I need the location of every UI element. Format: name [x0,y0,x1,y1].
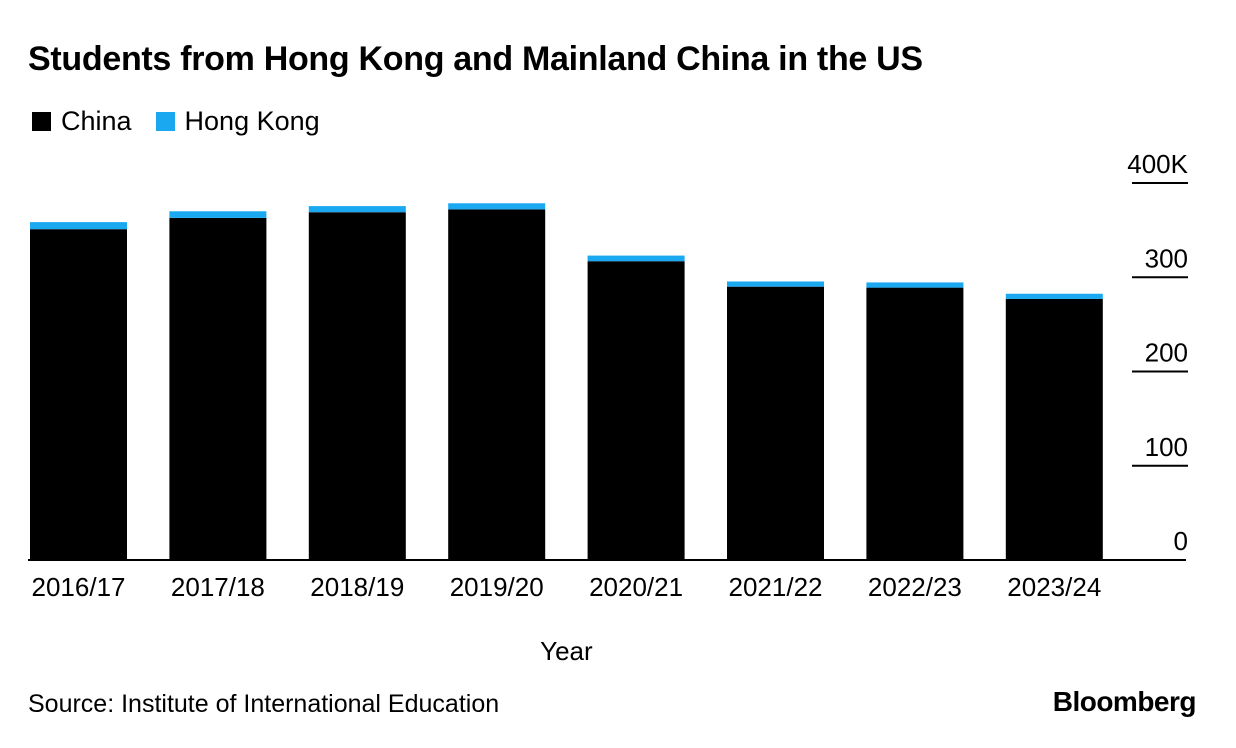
y-tick-label: 300 [1145,243,1188,273]
bar-hong-kong [587,255,685,262]
x-tick-label: 2022/23 [868,572,962,602]
bar-hong-kong [448,203,546,210]
x-tick-label: 2023/24 [1007,572,1101,602]
bar-hong-kong [30,222,127,230]
bar-china [587,261,685,560]
source-note: Source: Institute of International Educa… [28,690,500,718]
bloomberg-logo: Bloomberg [1052,686,1197,717]
y-tick-label: 0 [1174,526,1188,556]
x-tick-label: 2016/17 [32,572,126,602]
x-axis-title: Year [540,636,593,666]
bar-hong-kong [308,206,406,213]
bar-hong-kong [1005,293,1103,299]
x-tick-label: 2017/18 [171,572,265,602]
x-tick-label: 2021/22 [729,572,823,602]
legend-swatch-hong-kong [155,112,175,131]
bar-china [169,217,267,560]
bar-china [727,286,824,560]
chart-legend: China Hong Kong [32,106,344,137]
legend-swatch-china [32,112,51,131]
y-tick-label: 400K [1127,149,1188,179]
bar-hong-kong [866,282,964,288]
x-tick-label: 2019/20 [450,572,544,602]
legend-item-hong-kong: Hong Kong [155,106,320,137]
x-tick-label: 2018/19 [310,572,404,602]
chart-title: Students from Hong Kong and Mainland Chi… [28,40,923,78]
bar-hong-kong [727,281,824,287]
bar-china [30,229,127,560]
bar-china [448,209,546,560]
bar-china [308,212,406,560]
y-tick-label: 100 [1145,432,1188,462]
legend-label-china: China [61,106,132,136]
bar-china [1005,298,1103,560]
legend-item-china: China [32,106,132,137]
bar-hong-kong [169,211,267,218]
y-tick-label: 200 [1145,338,1188,368]
bar-china [866,287,964,560]
legend-label-hong-kong: Hong Kong [184,106,320,136]
x-tick-label: 2020/21 [589,572,683,602]
